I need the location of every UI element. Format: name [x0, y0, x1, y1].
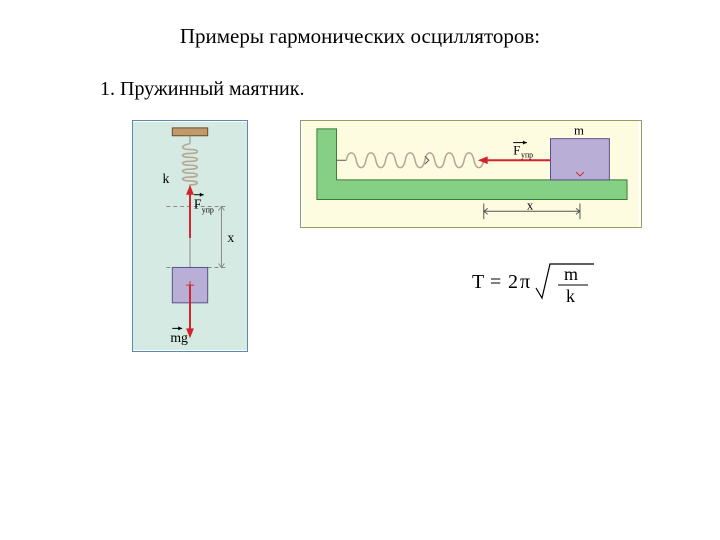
vertical-pendulum-svg: x F упр mg k — [133, 121, 247, 351]
page-title: Примеры гармонических осцилляторов: — [0, 24, 720, 49]
svg-text:упр: упр — [202, 205, 214, 214]
svg-text:=: = — [490, 271, 501, 293]
svg-text:m: m — [564, 264, 578, 284]
svg-text:2: 2 — [508, 271, 518, 293]
svg-text:k: k — [566, 286, 575, 306]
svg-text:F: F — [194, 196, 202, 211]
svg-text:F: F — [513, 143, 520, 157]
svg-text:x: x — [227, 230, 234, 245]
svg-text:m: m — [574, 124, 584, 138]
period-formula: T = 2 π m k — [472, 258, 602, 314]
svg-text:π: π — [520, 271, 530, 293]
svg-text:T: T — [472, 271, 484, 293]
section-subtitle: 1. Пружинный маятник. — [100, 78, 304, 101]
svg-text:mg: mg — [170, 330, 188, 345]
svg-text:упр: упр — [521, 150, 533, 159]
svg-text:k: k — [162, 171, 169, 186]
diagram-vertical-pendulum: x F упр mg k — [132, 120, 248, 352]
svg-text:x: x — [527, 198, 534, 212]
diagram-horizontal-pendulum: F упр m x — [300, 120, 642, 228]
horizontal-pendulum-svg: F упр m x — [301, 121, 641, 227]
